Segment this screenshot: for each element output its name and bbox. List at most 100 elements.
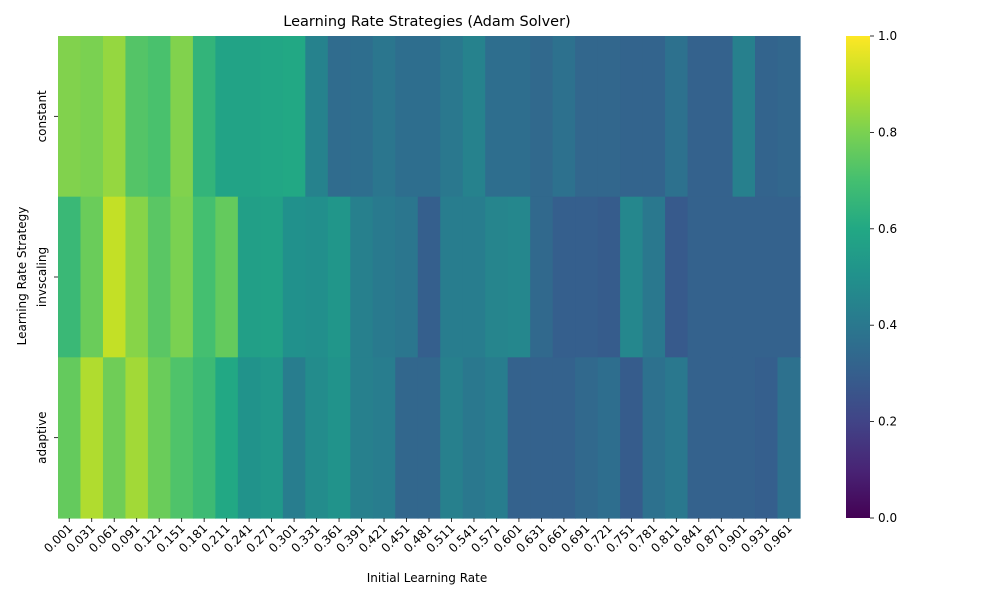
heatmap-cell — [147, 196, 172, 358]
heatmap-cell — [440, 36, 464, 198]
chart-title: Learning Rate Strategies (Adam Solver) — [283, 14, 570, 30]
heatmap-cell — [305, 36, 329, 198]
heatmap-cells — [58, 36, 801, 519]
heatmap-cell — [732, 36, 756, 198]
colorbar — [846, 36, 870, 518]
heatmap-cell — [462, 36, 486, 198]
heatmap-cell — [462, 357, 486, 519]
heatmap-cell — [260, 36, 284, 198]
heatmap-cell — [642, 196, 666, 358]
heatmap-cell — [125, 36, 149, 198]
heatmap-cell — [350, 196, 374, 358]
x-axis-ticks: 0.0010.0310.0610.0910.1210.1510.1810.211… — [41, 518, 795, 555]
heatmap-cell — [282, 357, 306, 519]
heatmap-cell — [710, 196, 734, 358]
heatmap-cell — [417, 36, 441, 198]
heatmap-cell — [215, 357, 239, 519]
heatmap-cell — [687, 36, 711, 198]
heatmap-cell — [620, 36, 644, 198]
heatmap-cell — [777, 196, 801, 358]
y-axis-label: Learning Rate Strategy — [15, 207, 29, 346]
heatmap-cell — [395, 196, 419, 358]
heatmap-cell — [125, 196, 149, 358]
heatmap-cell — [237, 357, 261, 519]
heatmap-cell — [777, 357, 801, 519]
heatmap-cell — [58, 36, 82, 198]
y-tick-label: invscaling — [35, 247, 49, 307]
heatmap-cell — [327, 36, 351, 198]
heatmap-cell — [620, 196, 644, 358]
heatmap-cell — [485, 196, 509, 358]
heatmap-cell — [102, 36, 127, 198]
heatmap-cell — [147, 36, 172, 198]
heatmap-cell — [305, 196, 329, 358]
heatmap-cell — [372, 196, 396, 358]
heatmap-cell — [215, 36, 239, 198]
heatmap-cell — [327, 357, 351, 519]
heatmap-cell — [395, 357, 419, 519]
heatmap-cell — [147, 357, 172, 519]
heatmap-cell — [350, 36, 374, 198]
colorbar-tick-label: 1.0 — [878, 29, 897, 43]
heatmap-cell — [305, 357, 329, 519]
heatmap-cell — [530, 196, 554, 358]
heatmap-cell — [58, 357, 82, 519]
y-axis-ticks: constant invscaling adaptive — [35, 90, 58, 464]
heatmap-cell — [575, 357, 599, 519]
heatmap-cell — [417, 196, 441, 358]
heatmap-cell — [80, 196, 104, 358]
colorbar-tick-label: 0.0 — [878, 511, 897, 525]
heatmap-cell — [462, 196, 486, 358]
heatmap-cell — [687, 357, 711, 519]
heatmap-cell — [710, 36, 734, 198]
heatmap-cell — [58, 196, 82, 358]
heatmap-cell — [327, 196, 351, 358]
heatmap-cell — [665, 36, 689, 198]
heatmap-cell — [642, 36, 666, 198]
heatmap-cell — [665, 357, 689, 519]
heatmap-cell — [125, 357, 149, 519]
heatmap-cell — [350, 357, 374, 519]
heatmap-cell — [237, 196, 261, 358]
heatmap-cell — [755, 36, 779, 198]
heatmap-cell — [282, 36, 306, 198]
x-axis-label: Initial Learning Rate — [367, 571, 487, 585]
heatmap-cell — [507, 36, 531, 198]
colorbar-tick-label: 0.2 — [878, 415, 897, 429]
colorbar-tick-label: 0.8 — [878, 125, 897, 139]
heatmap-cell — [597, 357, 621, 519]
heatmap-cell — [552, 357, 576, 519]
colorbar-tick-label: 0.4 — [878, 318, 897, 332]
heatmap-cell — [80, 36, 104, 198]
colorbar-ticks: 0.0 0.2 0.4 0.6 0.8 1.0 — [870, 29, 897, 525]
colorbar-tick-label: 0.6 — [878, 222, 897, 236]
heatmap-cell — [440, 357, 464, 519]
heatmap-cell — [575, 36, 599, 198]
heatmap-cell — [215, 196, 239, 358]
heatmap-cell — [485, 357, 509, 519]
heatmap-cell — [710, 357, 734, 519]
heatmap-cell — [687, 196, 711, 358]
heatmap-cell — [372, 36, 396, 198]
y-tick-label: constant — [35, 90, 49, 142]
heatmap-cell — [597, 196, 621, 358]
heatmap-cell — [485, 36, 509, 198]
heatmap-cell — [575, 196, 599, 358]
heatmap-cell — [665, 196, 689, 358]
heatmap-cell — [732, 196, 756, 358]
heatmap-cell — [732, 357, 756, 519]
heatmap-cell — [755, 357, 779, 519]
heatmap-cell — [260, 357, 284, 519]
heatmap-cell — [395, 36, 419, 198]
heatmap-cell — [102, 357, 127, 519]
heatmap-cell — [755, 196, 779, 358]
heatmap-cell — [192, 196, 216, 358]
heatmap-cell — [417, 357, 441, 519]
heatmap-cell — [372, 357, 396, 519]
heatmap-cell — [102, 196, 127, 358]
y-tick-label: adaptive — [35, 411, 49, 463]
heatmap-cell — [440, 196, 464, 358]
heatmap-cell — [170, 36, 194, 198]
heatmap-cell — [170, 196, 194, 358]
